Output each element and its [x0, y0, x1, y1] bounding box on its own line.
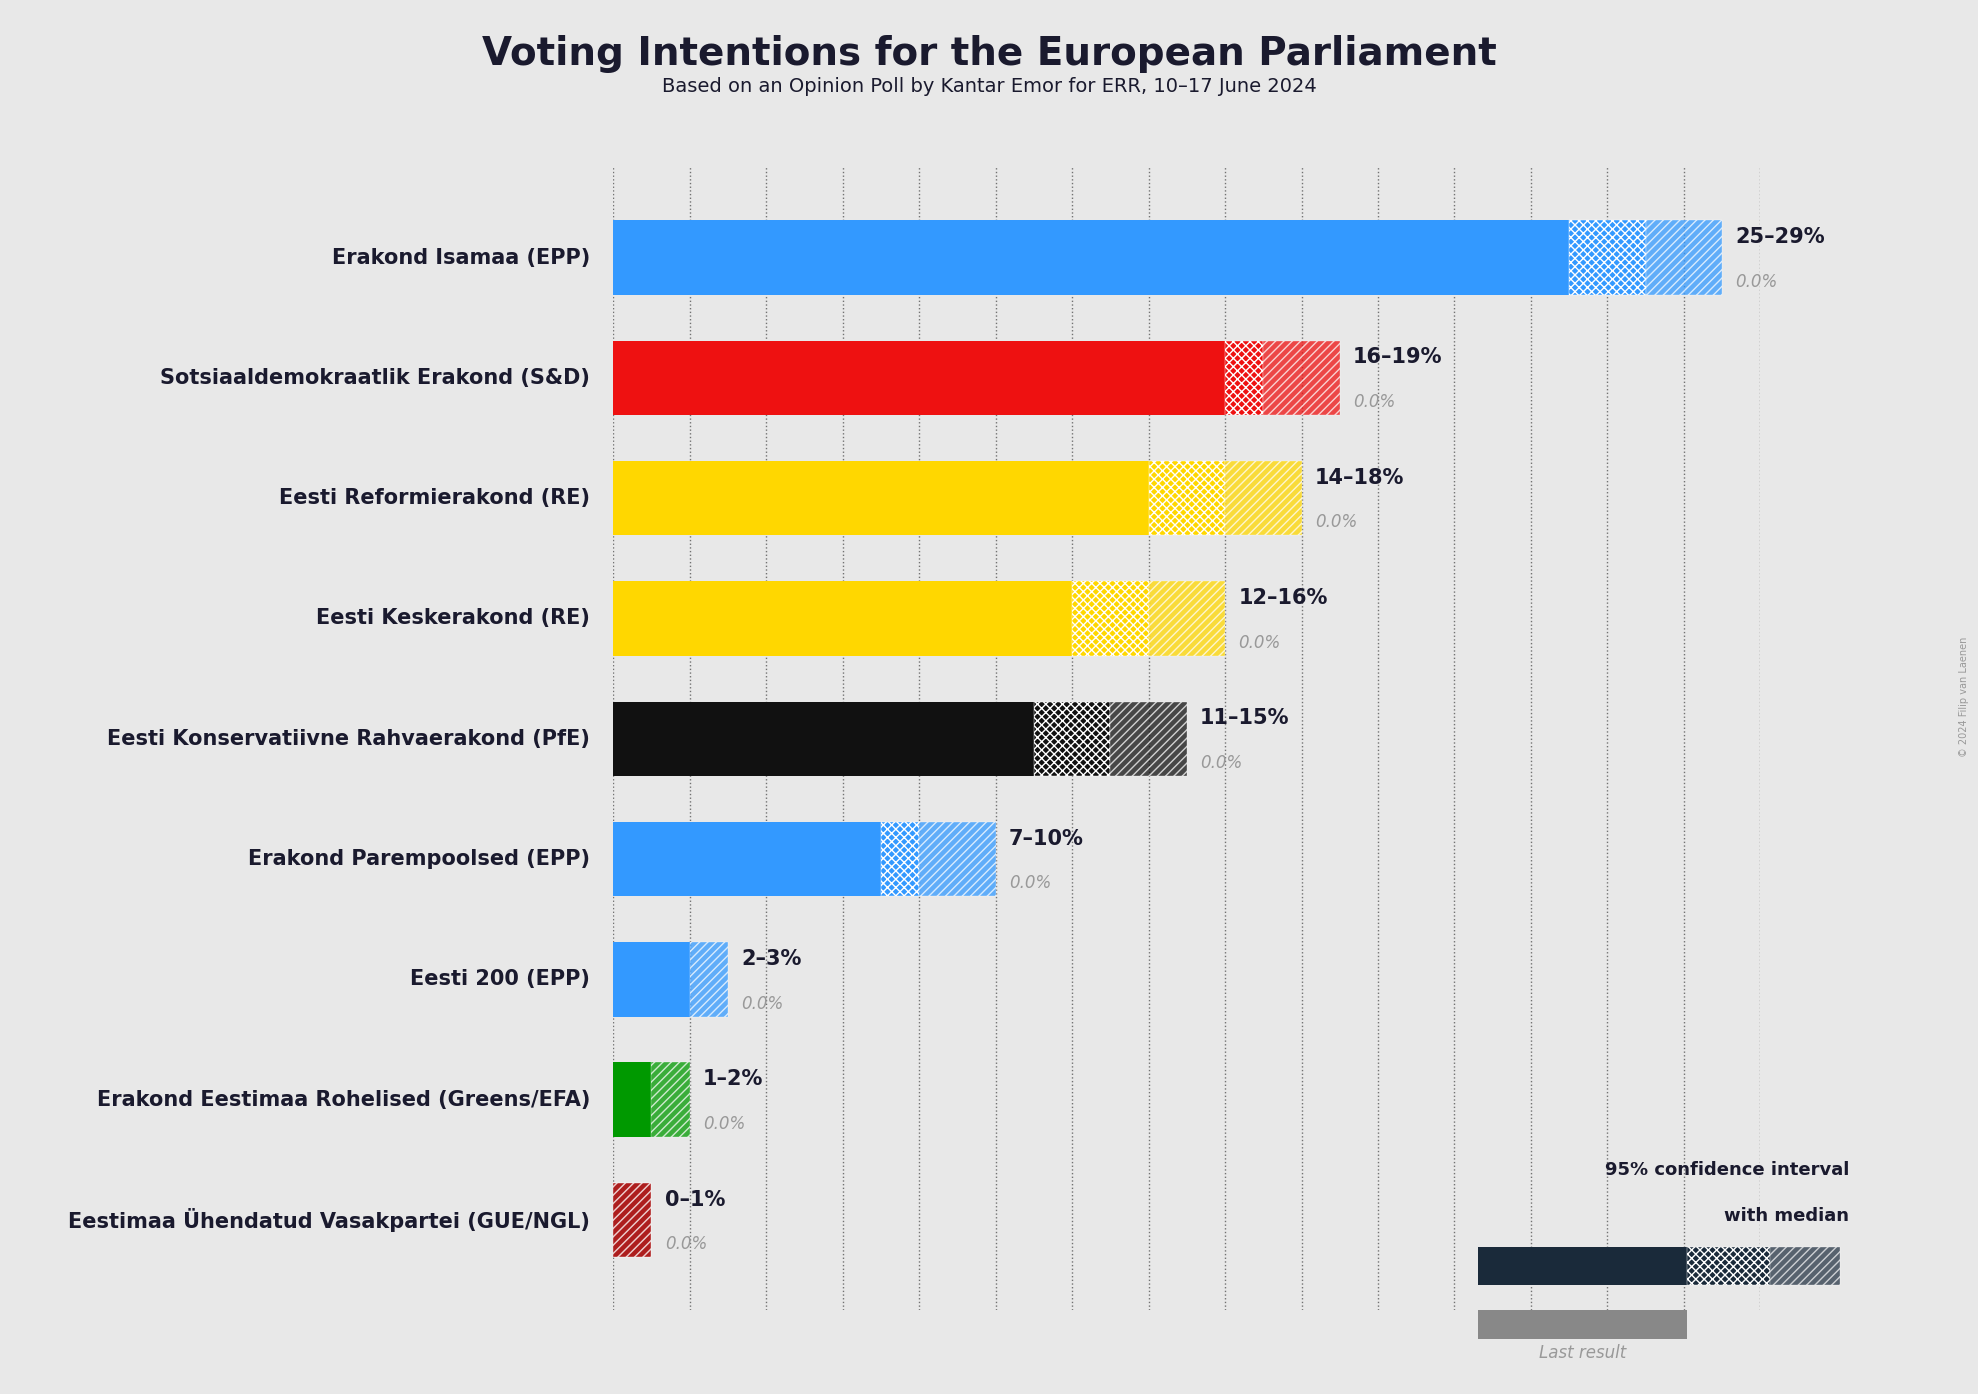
Text: 11–15%: 11–15% — [1201, 708, 1290, 728]
Bar — [613, 220, 1569, 294]
Text: 0.0%: 0.0% — [1201, 754, 1242, 772]
Bar — [1478, 1246, 1687, 1285]
Bar — [1224, 340, 1264, 415]
Text: Eesti Konservatiivne Rahvaerakond (PfE): Eesti Konservatiivne Rahvaerakond (PfE) — [107, 729, 589, 749]
Bar — [1569, 220, 1646, 294]
Bar — [1149, 581, 1224, 655]
Bar — [1770, 1246, 1840, 1285]
Bar — [613, 581, 1072, 655]
Text: 0.0%: 0.0% — [1315, 513, 1357, 531]
Bar — [613, 942, 690, 1016]
Text: 12–16%: 12–16% — [1238, 588, 1327, 608]
Bar — [1646, 220, 1723, 294]
Text: 0.0%: 0.0% — [1735, 273, 1778, 290]
Bar — [613, 1184, 651, 1257]
Text: Based on an Opinion Poll by Kantar Emor for ERR, 10–17 June 2024: Based on an Opinion Poll by Kantar Emor … — [661, 77, 1317, 96]
Text: Voting Intentions for the European Parliament: Voting Intentions for the European Parli… — [481, 35, 1497, 72]
Bar — [1034, 701, 1110, 776]
Bar — [613, 822, 880, 896]
Bar — [1264, 340, 1339, 415]
Bar — [613, 1062, 651, 1138]
Text: 0–1%: 0–1% — [665, 1189, 726, 1210]
Bar — [920, 822, 995, 896]
Text: 2–3%: 2–3% — [742, 949, 801, 969]
Bar — [613, 701, 1034, 776]
Bar — [1224, 461, 1302, 535]
Text: Eesti Reformierakond (RE): Eesti Reformierakond (RE) — [279, 488, 589, 509]
Text: 0.0%: 0.0% — [1353, 393, 1394, 411]
Bar — [1149, 461, 1224, 535]
Text: © 2024 Filip van Laenen: © 2024 Filip van Laenen — [1958, 637, 1970, 757]
Bar — [613, 1184, 651, 1257]
Bar — [1110, 701, 1187, 776]
Text: 0.0%: 0.0% — [742, 994, 783, 1012]
Text: 7–10%: 7–10% — [1009, 828, 1084, 849]
Bar — [690, 942, 728, 1016]
Bar — [613, 461, 1149, 535]
Text: Eestimaa Ühendatud Vasakpartei (GUE/NGL): Eestimaa Ühendatud Vasakpartei (GUE/NGL) — [69, 1209, 589, 1232]
Text: Erakond Eestimaa Rohelised (Greens/EFA): Erakond Eestimaa Rohelised (Greens/EFA) — [97, 1090, 589, 1110]
Text: 0.0%: 0.0% — [1238, 633, 1280, 651]
Text: with median: with median — [1725, 1207, 1849, 1225]
Text: 14–18%: 14–18% — [1315, 468, 1404, 488]
Text: Sotsiaaldemokraatlik Erakond (S&D): Sotsiaaldemokraatlik Erakond (S&D) — [160, 368, 589, 388]
Text: Last result: Last result — [1539, 1344, 1626, 1362]
Text: 1–2%: 1–2% — [702, 1069, 764, 1089]
Text: 25–29%: 25–29% — [1735, 227, 1826, 247]
Text: Erakond Parempoolsed (EPP): Erakond Parempoolsed (EPP) — [247, 849, 589, 868]
Bar — [651, 1062, 690, 1138]
Bar — [613, 340, 1224, 415]
Text: 16–19%: 16–19% — [1353, 347, 1442, 368]
Text: 95% confidence interval: 95% confidence interval — [1604, 1161, 1849, 1179]
Text: Erakond Isamaa (EPP): Erakond Isamaa (EPP) — [332, 248, 589, 268]
Text: Eesti 200 (EPP): Eesti 200 (EPP) — [409, 969, 589, 990]
Bar — [1072, 581, 1149, 655]
Text: 0.0%: 0.0% — [665, 1235, 706, 1253]
Bar — [1478, 1310, 1687, 1338]
Bar — [880, 822, 920, 896]
Bar — [1687, 1246, 1770, 1285]
Text: 0.0%: 0.0% — [702, 1115, 746, 1133]
Text: Eesti Keskerakond (RE): Eesti Keskerakond (RE) — [316, 609, 589, 629]
Text: 0.0%: 0.0% — [1009, 874, 1050, 892]
